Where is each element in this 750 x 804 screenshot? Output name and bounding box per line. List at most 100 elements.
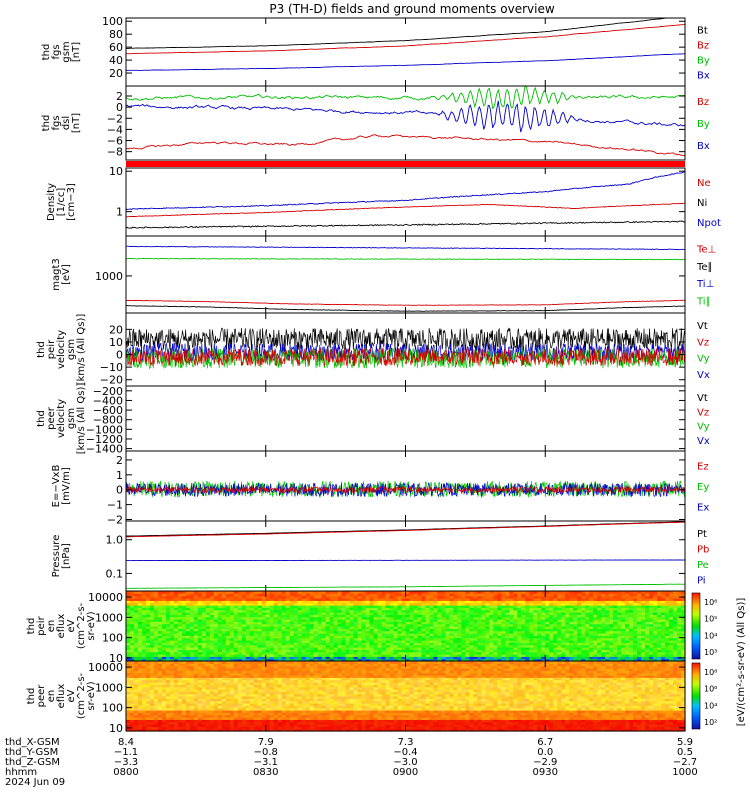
- legend-entry: Ti⊥: [696, 279, 714, 290]
- legend-entry: Pi: [697, 575, 706, 586]
- legend-entry: Te∥: [696, 262, 713, 273]
- y-tick-label: 100: [102, 702, 123, 715]
- y-tick-label: 40: [109, 54, 123, 67]
- y-tick-label: 20: [109, 323, 123, 336]
- legend-entry: Ex: [697, 503, 709, 514]
- legend-entry: Vx: [697, 436, 710, 447]
- legend-entry: Bz: [697, 41, 709, 52]
- y-axis-label: [cm−3]: [66, 183, 77, 221]
- y-axis-label: [eV]: [61, 264, 72, 285]
- x-tick-label: 0800: [113, 767, 138, 778]
- colorbar-peer-eflux: 10⁸ 10⁶ 10⁴ 10²: [692, 663, 717, 729]
- axes-frame: [126, 521, 685, 591]
- colorbar-tick-label: 10²: [704, 718, 717, 727]
- legend-entry: Vy: [697, 422, 710, 433]
- series-temperature-2: [126, 258, 685, 259]
- colorbar-tick-label: 10⁴: [704, 701, 717, 710]
- legend-entry: Vz: [697, 407, 709, 418]
- legend-entry: Ni: [697, 198, 707, 209]
- x-tick-label: 0930: [533, 767, 558, 778]
- legend-entry: By: [697, 119, 710, 130]
- y-axis-label: sr-eV): [86, 611, 97, 640]
- y-tick-label: 20: [109, 67, 123, 80]
- y-tick-label: 10: [109, 336, 123, 349]
- legend-entry: By: [697, 56, 710, 67]
- x-axis-date: 2024 Jun 09: [5, 777, 65, 788]
- y-tick-label: 0.1: [106, 567, 124, 580]
- y-tick-label: 60: [109, 41, 123, 54]
- series-density-3: [126, 221, 685, 228]
- legend-entry: Vx: [697, 370, 710, 381]
- y-tick-label: 1000: [95, 681, 123, 694]
- y-axis-label: sr-eV): [86, 681, 97, 710]
- colorbar-tick-label: 10⁶: [704, 685, 717, 694]
- y-axis-label: [mV/m]: [61, 467, 72, 505]
- x-tick-label: 1000: [672, 767, 697, 778]
- y-tick-label: 10000: [88, 661, 123, 674]
- y-tick-label: 10: [109, 722, 123, 735]
- series-density-2: [126, 203, 685, 217]
- axes-frame: [126, 386, 685, 451]
- colorbar-tick-label: 10⁸: [704, 668, 717, 677]
- colorbar-tick-label: 10³: [704, 648, 717, 657]
- colorbar-label: [eV/(cm²-s-sr-eV) (All Qs)]: [736, 598, 747, 727]
- y-tick-label: 10: [109, 165, 123, 178]
- colorbar-tick-label: 10⁴: [704, 631, 717, 640]
- legend-entry: Bz: [697, 97, 709, 108]
- legend-entry: Te⊥: [696, 245, 716, 256]
- y-tick-label: −8: [107, 146, 123, 159]
- series-temperature-1: [126, 246, 685, 250]
- y-tick-label: 100: [102, 632, 123, 645]
- red-divider-band: [126, 161, 685, 167]
- legend-entry: Bt: [697, 26, 708, 37]
- y-tick-label: −2: [107, 514, 123, 527]
- colorbar-peir-eflux: 10⁶ 10⁵ 10⁴ 10³: [692, 593, 717, 659]
- series-fgs-dsl-3: [126, 135, 685, 156]
- legend-entry: Ti∥: [696, 296, 711, 307]
- legend-entry: Ey: [697, 482, 709, 493]
- y-tick-label: 100: [102, 15, 123, 28]
- y-axis-label: [km/s (All Qs)]: [76, 314, 87, 386]
- y-axis-label: [nT]: [71, 113, 82, 133]
- series-fgs-gsm-2: [126, 24, 685, 53]
- y-tick-label: −10: [100, 361, 123, 374]
- legend-entry: Npot: [697, 218, 721, 229]
- series-pressure-3: [126, 560, 685, 561]
- y-tick-label: 1: [116, 206, 123, 219]
- legend-entry: Ne: [697, 178, 711, 189]
- spectrogram-peir-eflux: [126, 591, 686, 662]
- legend-entry: Vt: [697, 321, 708, 332]
- y-tick-label: 0: [116, 349, 123, 362]
- legend-entry: Pb: [697, 544, 709, 555]
- y-tick-label: 0: [116, 484, 123, 497]
- series-density-1: [126, 172, 685, 210]
- legend-entry: Bx: [697, 141, 710, 152]
- legend-entry: Vt: [697, 393, 708, 404]
- axes-frame: [126, 451, 685, 521]
- legend-entry: Vz: [697, 337, 709, 348]
- x-tick-label: 0830: [253, 767, 278, 778]
- spectrogram-peer-eflux: [126, 661, 686, 732]
- legend-entry: Pe: [697, 560, 709, 571]
- y-tick-label: 1.0: [106, 534, 124, 547]
- plot-title: P3 (TH-D) fields and ground moments over…: [269, 2, 554, 16]
- y-axis-label: [nT]: [71, 42, 82, 62]
- y-tick-label: 2: [116, 454, 123, 467]
- colorbar-tick-label: 10⁵: [704, 615, 717, 624]
- series-fgs-gsm-4: [126, 54, 685, 71]
- y-tick-label: 1: [116, 469, 123, 482]
- colorbar-tick-label: 10⁶: [704, 598, 717, 607]
- y-axis-label: [km/s (All Qs)]: [76, 383, 87, 455]
- x-tick-label: 0900: [393, 767, 418, 778]
